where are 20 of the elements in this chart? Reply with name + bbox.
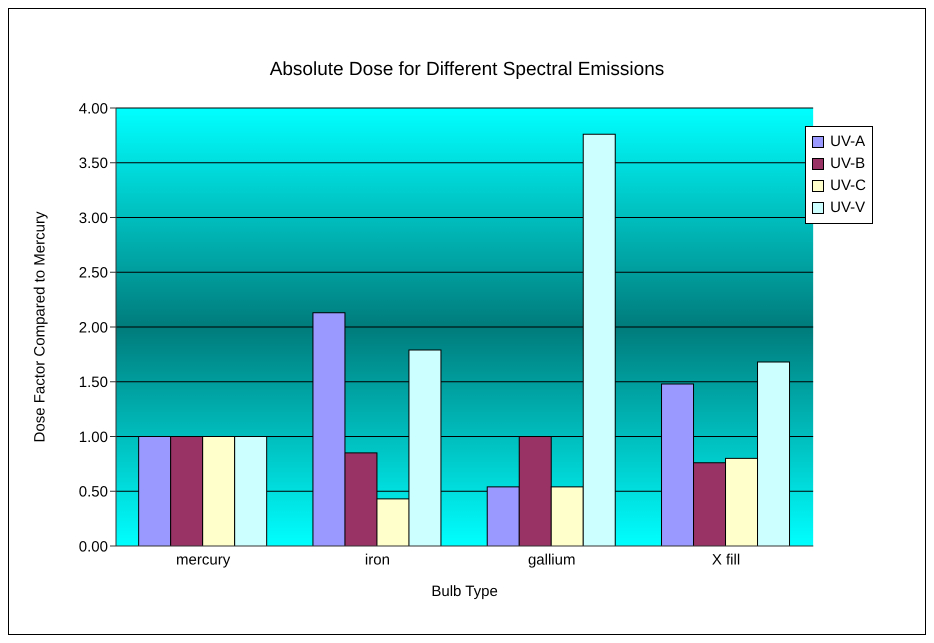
legend-label: UV-C — [830, 176, 866, 196]
x-tick-label: gallium — [528, 552, 576, 569]
y-axis-title: Dose Factor Compared to Mercury — [31, 211, 48, 442]
y-tick-label: 1.00 — [78, 428, 108, 446]
y-tick-label: 3.00 — [78, 210, 108, 227]
y-tick-label: 1.50 — [78, 374, 108, 392]
y-tick-label: 0.50 — [78, 484, 108, 501]
x-tick-label: iron — [364, 552, 390, 569]
x-axis-title: Bulb Type — [431, 583, 498, 600]
x-tick-label: X fill — [712, 552, 740, 569]
legend-label: UV-B — [830, 154, 866, 174]
y-tick-label: 0.00 — [78, 538, 108, 556]
chart-title: Absolute Dose for Different Spectral Emissions — [268, 59, 666, 81]
y-tick-label: 3.50 — [78, 155, 108, 172]
y-tick-label: 4.00 — [78, 100, 108, 118]
legend-label: UV-A — [830, 132, 866, 152]
legend-label: UV-V — [830, 198, 866, 218]
y-tick-label: 2.00 — [78, 319, 108, 336]
y-tick-label: 2.50 — [78, 264, 108, 282]
x-tick-label: mercury — [176, 552, 231, 569]
